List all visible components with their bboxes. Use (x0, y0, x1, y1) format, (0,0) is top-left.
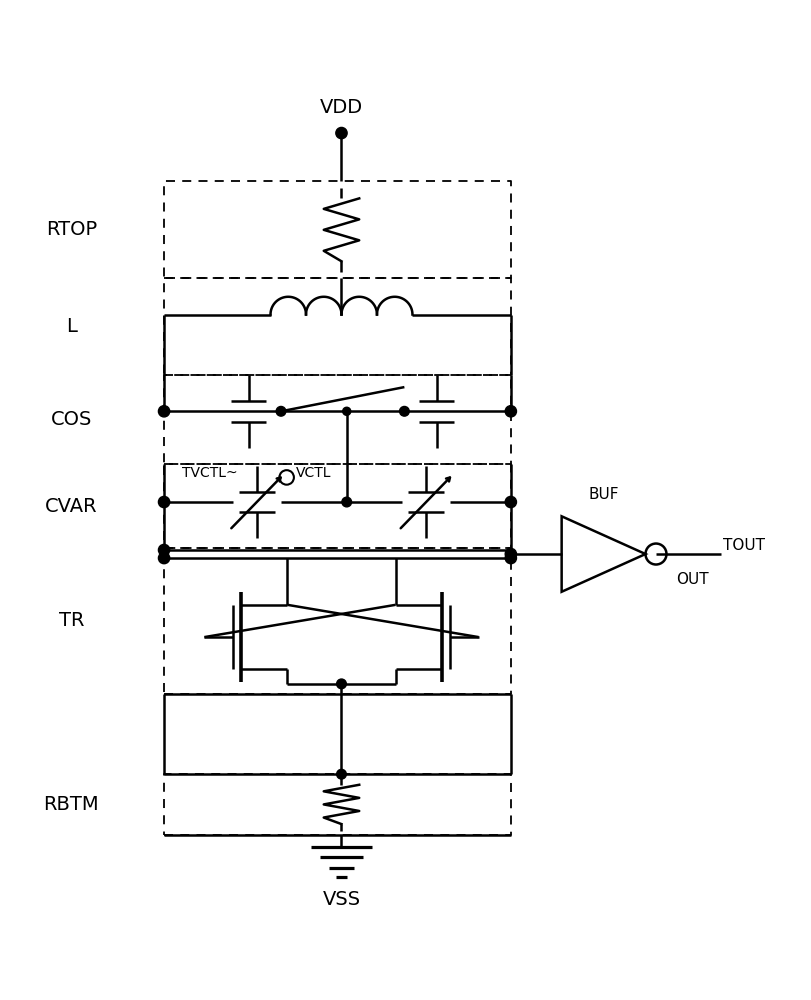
Text: TR: TR (58, 611, 84, 630)
Circle shape (158, 496, 169, 508)
Text: L: L (66, 317, 77, 336)
Circle shape (399, 406, 409, 416)
Text: OUT: OUT (676, 572, 708, 587)
Text: TOUT: TOUT (722, 538, 764, 553)
Circle shape (158, 544, 169, 556)
Text: RTOP: RTOP (45, 220, 97, 239)
Text: VSS: VSS (322, 890, 360, 909)
Text: COS: COS (50, 410, 92, 429)
Circle shape (276, 406, 285, 416)
Text: TVCTL~: TVCTL~ (182, 466, 237, 480)
Circle shape (504, 496, 516, 508)
Text: RBTM: RBTM (44, 795, 99, 814)
Circle shape (337, 679, 346, 689)
Circle shape (504, 548, 516, 560)
Text: BUF: BUF (588, 487, 618, 502)
Text: VCTL: VCTL (296, 466, 332, 480)
Circle shape (342, 407, 350, 415)
Circle shape (341, 497, 351, 507)
Circle shape (504, 552, 516, 564)
Circle shape (336, 127, 346, 139)
Text: CVAR: CVAR (45, 497, 97, 516)
Circle shape (158, 552, 169, 564)
Circle shape (504, 406, 516, 417)
Circle shape (158, 406, 169, 417)
Text: VDD: VDD (320, 98, 363, 117)
Circle shape (337, 769, 346, 779)
